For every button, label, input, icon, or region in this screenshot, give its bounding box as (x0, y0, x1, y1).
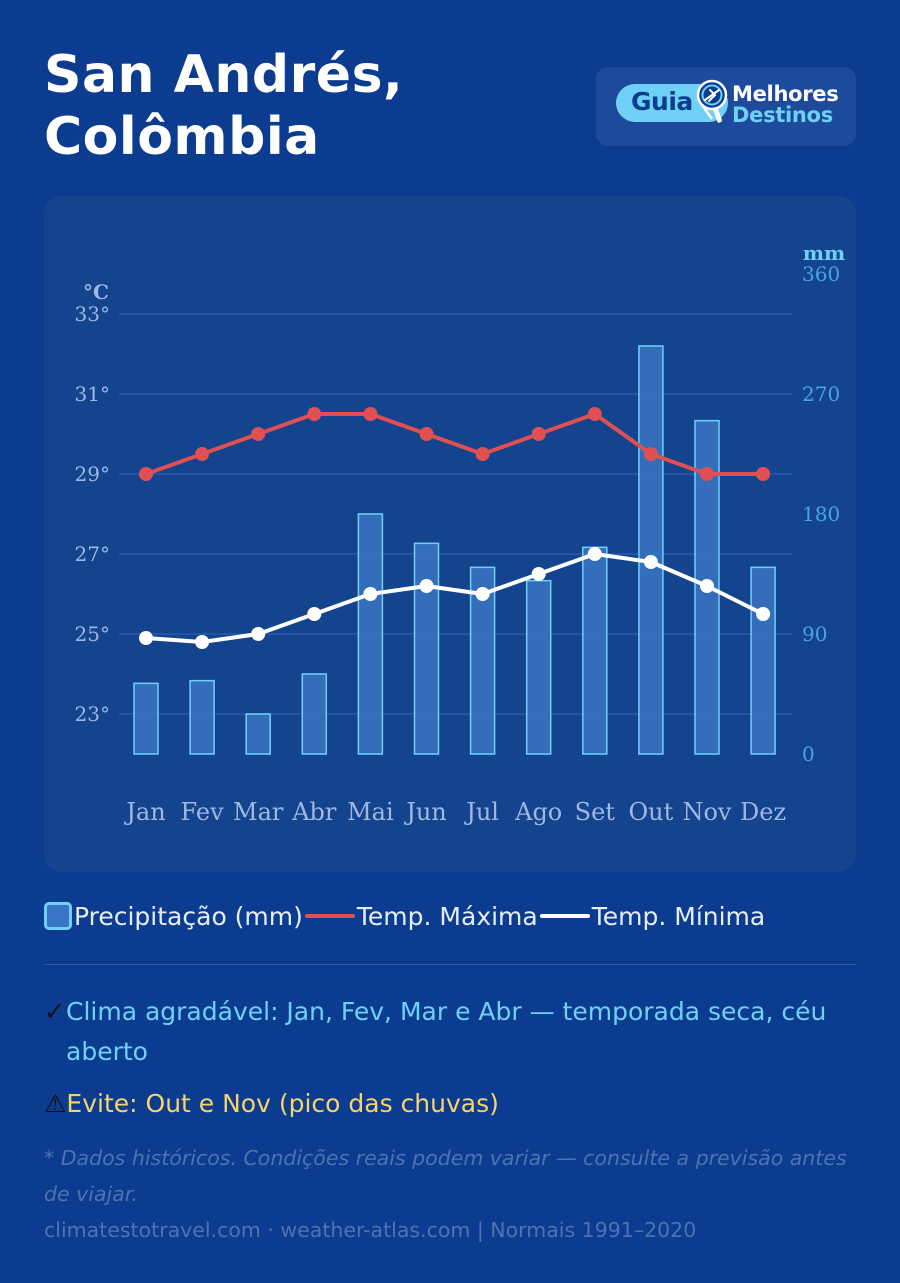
right-tick-label: 0 (802, 742, 815, 766)
page-title: San Andrés, Colômbia (44, 44, 403, 168)
chart-card: 33° 31° 29° 27° 25° 23° 360 270 180 90 0 Jan Fev Ma… (44, 196, 856, 872)
temperature-lines (144, 412, 766, 644)
title-line-2: Colômbia (44, 107, 320, 167)
month-axis-labels: Jan Fev Mar Abr Mai Jun Jul Ago Set Out Nov Dez (123, 798, 786, 826)
precipitation-bar (413, 542, 440, 755)
min-temp-point (587, 547, 602, 561)
min-temp-point (307, 607, 322, 621)
max-temp-point (531, 427, 546, 441)
min-temp-point (700, 579, 714, 593)
max-temp-point (139, 467, 153, 481)
logo-text-guia: Guia (631, 87, 693, 116)
min-temp-point (139, 631, 153, 645)
guia-melhores-destinos-logo[interactable]: Guia Melhores Destinos (596, 67, 856, 146)
left-tick-label: 27° (75, 542, 110, 566)
left-tick-label: 23° (75, 702, 110, 726)
logo-text-melhores: Melhores (732, 82, 839, 106)
right-axis-ticks: 360 270 180 90 0 (802, 262, 840, 766)
month-label: Dez (740, 798, 786, 826)
logo-text-destinos: Destinos (732, 103, 833, 127)
precipitation-swatch (44, 902, 72, 930)
right-tick-label: 270 (802, 382, 840, 406)
data-sources: climatestotravel.com · weather-atlas.com… (44, 1218, 697, 1242)
left-tick-label: 33° (75, 302, 110, 326)
good-season-note: ✓ Clima agradável: Jan, Fev, Mar e Abr —… (44, 992, 834, 1072)
legend-precipitation-label: Precipitação (mm) (74, 901, 303, 931)
max-temp-point (587, 407, 602, 421)
max-temp-point (643, 447, 658, 461)
min-temp-point (251, 627, 266, 641)
min-temp-point (195, 635, 210, 649)
max-temp-point (363, 407, 378, 421)
precipitation-bar (638, 345, 664, 755)
precipitation-bar (582, 546, 608, 755)
min-temp-point (756, 607, 771, 621)
avoid-season-text: Evite: Out e Nov (pico das chuvas) (66, 1089, 499, 1118)
min-temp-point (419, 579, 434, 593)
left-tick-label: 31° (75, 382, 110, 406)
right-axis-unit: mm (803, 241, 845, 265)
month-label: Set (575, 798, 616, 826)
min-temp-point (643, 555, 658, 569)
legend-max-temp: Temp. Máxima (303, 902, 538, 931)
legend-precipitation: Precipitação (mm) (44, 902, 303, 931)
warning-icon: ⚠ (44, 1089, 67, 1118)
month-label: Abr (291, 798, 337, 826)
min-temp-line (144, 552, 766, 644)
month-label: Mar (233, 798, 284, 826)
left-tick-label: 29° (75, 462, 110, 486)
title-line-1: San Andrés, (44, 45, 404, 105)
precipitation-bar (301, 673, 328, 755)
check-icon: ✓ (44, 997, 65, 1026)
pin-plane-icon (696, 79, 728, 123)
month-label: Ago (514, 798, 562, 826)
right-tick-label: 180 (802, 502, 840, 526)
month-label: Nov (682, 798, 731, 826)
precipitation-bar (750, 566, 776, 755)
max-temp-point (756, 467, 771, 481)
left-tick-label: 25° (75, 622, 110, 646)
disclaimer: * Dados históricos. Condições reais pode… (44, 1146, 847, 1206)
max-temp-point (251, 427, 266, 441)
chart-legend: Precipitação (mm) Temp. Máxima Temp. Mín… (44, 896, 765, 936)
month-label: Jan (123, 798, 165, 826)
min-temp-point (531, 567, 546, 581)
min-temp-swatch (539, 914, 590, 918)
precipitation-bar (245, 713, 271, 755)
month-label: Mai (347, 798, 394, 826)
max-temp-point (307, 407, 322, 421)
precipitation-bar (133, 682, 159, 755)
month-label: Out (629, 798, 674, 826)
climate-chart: 33° 31° 29° 27° 25° 23° 360 270 180 90 0 Jan Fev Ma… (75, 241, 846, 826)
month-label: Fev (181, 798, 225, 826)
max-temp-point (475, 447, 490, 461)
chart-gridlines (119, 313, 792, 715)
right-tick-label: 360 (802, 262, 840, 286)
legend-min-temp: Temp. Mínima (538, 901, 766, 931)
legend-min-label: Temp. Mínima (591, 901, 766, 931)
precipitation-bar (189, 679, 215, 755)
avoid-season-note: ⚠Evite: Out e Nov (pico das chuvas) (44, 1084, 834, 1124)
month-label: Jul (463, 798, 499, 826)
temperature-points (139, 407, 771, 649)
precipitation-bar (357, 513, 384, 755)
legend-max-label: Temp. Máxima (356, 901, 538, 931)
right-tick-label: 90 (802, 622, 827, 646)
precipitation-bar (525, 579, 552, 755)
left-axis-ticks: 33° 31° 29° 27° 25° 23° (75, 302, 110, 726)
section-divider (44, 964, 856, 965)
precipitation-bars (133, 345, 776, 755)
min-temp-point (363, 587, 378, 601)
month-label: Jun (403, 798, 447, 826)
max-temp-line (144, 412, 766, 476)
left-axis-unit: °C (83, 280, 109, 304)
max-temp-point (195, 447, 210, 461)
min-temp-point (475, 587, 490, 601)
good-season-text: Clima agradável: Jan, Fev, Mar e Abr — t… (66, 997, 827, 1066)
max-temp-point (700, 467, 714, 481)
max-temp-swatch (304, 914, 355, 918)
max-temp-point (419, 427, 434, 441)
